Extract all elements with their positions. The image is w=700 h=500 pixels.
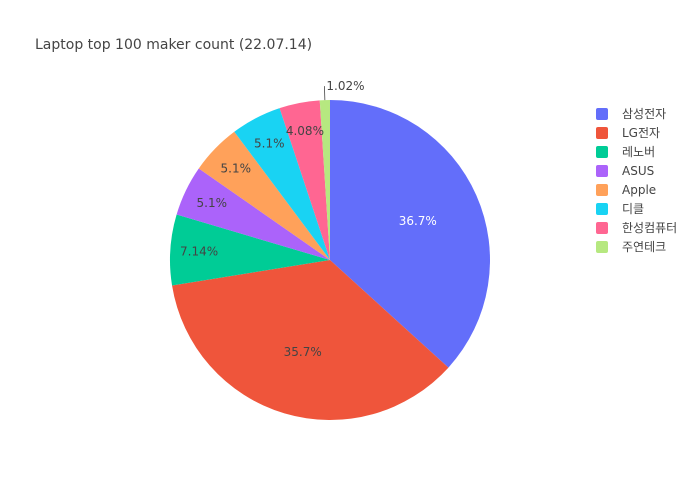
legend-item-7[interactable]: 주연테크 [596, 237, 677, 256]
pie-slices [169, 100, 490, 420]
legend-label-6: 한성컴퓨터 [622, 221, 678, 235]
legend-swatch-6 [596, 221, 608, 234]
pie-slice-2[interactable] [169, 214, 330, 286]
legend-label-1: LG전자 [622, 126, 661, 140]
slice-label-2: 7.14% [180, 245, 218, 259]
legend-swatch-0 [596, 107, 608, 120]
slice-label-5: 5.1% [254, 137, 285, 151]
slice-label-6: 4.08% [286, 124, 324, 138]
legend-swatch-1 [596, 126, 608, 139]
legend-item-1[interactable]: LG전자 [596, 123, 677, 142]
legend-swatch-5 [596, 202, 608, 215]
pie-slice-4[interactable] [198, 131, 330, 260]
pie-slice-0[interactable] [330, 100, 490, 368]
legend-swatch-3 [596, 164, 608, 177]
legend-label-3: ASUS [622, 163, 655, 178]
legend-item-6[interactable]: 한성컴퓨터 [596, 218, 677, 237]
pie-slice-7[interactable] [319, 100, 330, 260]
chart-title: Laptop top 100 maker count (22.07.14) [35, 37, 313, 53]
legend-label-7: 주연테크 [622, 240, 667, 254]
legend-label-2: 레노버 [622, 145, 656, 159]
legend-label-4: Apple [622, 182, 657, 197]
legend-item-5[interactable]: 디클 [596, 199, 677, 218]
legend-item-0[interactable]: 삼성전자 [596, 104, 677, 123]
pie-slice-5[interactable] [234, 108, 330, 261]
legend-item-3[interactable]: ASUS [596, 161, 677, 180]
slice-label-1: 35.7% [284, 345, 322, 359]
legend-swatch-2 [596, 145, 608, 158]
legend-item-2[interactable]: 레노버 [596, 142, 677, 161]
legend-label-5: 디클 [622, 202, 645, 216]
pie-slice-6[interactable] [279, 100, 330, 260]
slice-label-7: 1.02% [326, 79, 364, 93]
slice-label-4: 5.1% [221, 162, 252, 176]
pie-slice-3[interactable] [176, 168, 330, 260]
slice-label-0: 36.7% [399, 214, 437, 228]
legend-swatch-4 [596, 183, 608, 196]
pie-labels: 36.7%35.7%7.14%5.1%5.1%5.1%4.08%1.02% [180, 79, 437, 359]
legend-label-0: 삼성전자 [622, 107, 667, 121]
pie-slice-1[interactable] [172, 260, 449, 420]
slice-label-3: 5.1% [197, 196, 228, 210]
legend-swatch-7 [596, 240, 608, 253]
legend-item-4[interactable]: Apple [596, 180, 677, 199]
